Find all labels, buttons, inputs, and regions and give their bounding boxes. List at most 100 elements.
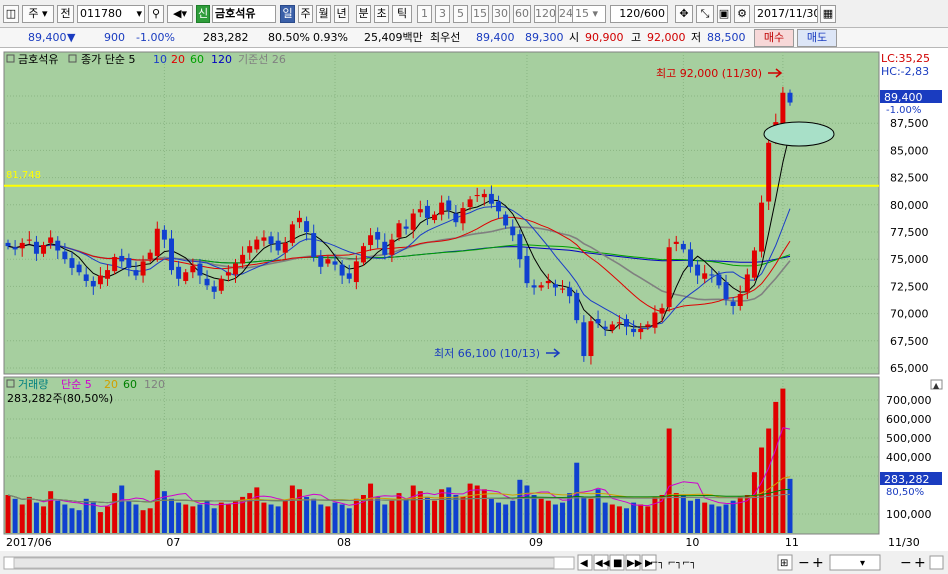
interval-120[interactable]: 120 xyxy=(534,5,556,23)
candle-body xyxy=(325,259,331,264)
volume-bar xyxy=(624,508,629,533)
volume-bar xyxy=(616,506,622,533)
buy-button[interactable]: 매수 xyxy=(754,29,794,47)
search-icon[interactable]: ⚲ xyxy=(148,5,164,23)
volume-bar xyxy=(460,496,466,533)
sell-button[interactable]: 매도 xyxy=(797,29,837,47)
high-label: 고 xyxy=(631,31,642,44)
candle-body xyxy=(695,264,701,276)
volume-bar xyxy=(673,493,679,533)
price-tick-label: 67,500 xyxy=(890,335,929,348)
volume-bar xyxy=(62,504,68,533)
volume-bar xyxy=(254,487,260,533)
interval-60[interactable]: 60 xyxy=(513,5,531,23)
candle-body xyxy=(524,255,530,284)
tab-day[interactable]: 일 xyxy=(280,5,295,23)
candle-body xyxy=(709,274,715,276)
volume-bar xyxy=(424,496,430,533)
volume-bar xyxy=(147,508,153,533)
scroll-start-button[interactable] xyxy=(577,554,593,571)
candle-body xyxy=(588,321,594,357)
candle-body xyxy=(282,242,288,253)
volume-bar xyxy=(666,428,672,533)
interval-30[interactable]: 30 xyxy=(492,5,510,23)
x-tick-label: 08 xyxy=(337,536,351,549)
stock-name-field[interactable]: 금호석유 xyxy=(212,5,276,23)
current-volume-tag xyxy=(880,472,942,485)
volume-bar xyxy=(588,498,594,533)
scroll-forward-button[interactable] xyxy=(625,554,641,571)
panel-collapse-icon[interactable] xyxy=(930,379,943,390)
range-bracket-icon: ⌐┐ ⌐┐⌐┐ xyxy=(650,558,696,569)
zoom-tool-button[interactable] xyxy=(777,554,793,571)
volume-bar xyxy=(716,506,722,533)
price-tick-label: 65,000 xyxy=(890,362,929,375)
interval-input[interactable]: 15 ▾ xyxy=(572,5,606,23)
prev-button[interactable]: 전 xyxy=(57,5,74,23)
gear-icon[interactable]: ⚙ xyxy=(734,5,750,23)
interval-1[interactable]: 1 xyxy=(417,5,432,23)
candle-body xyxy=(467,199,473,207)
tab-week[interactable]: 주 xyxy=(298,5,313,23)
x-tick-label: 10 xyxy=(685,536,699,549)
candle-body xyxy=(744,274,750,292)
candle-body xyxy=(339,264,345,276)
zoom-in-icon[interactable]: + xyxy=(914,555,926,571)
volume-bar xyxy=(154,470,160,533)
volume-bar xyxy=(531,495,537,533)
interval-5[interactable]: 5 xyxy=(453,5,468,23)
tab-minute[interactable]: 분 xyxy=(356,5,371,23)
candle-body xyxy=(126,258,132,268)
stock-code-input[interactable]: 011780 ▾ xyxy=(77,5,145,23)
volume-tick-label: 600,000 xyxy=(886,413,932,426)
tab-second[interactable]: 초 xyxy=(374,5,389,23)
volume-bar xyxy=(560,502,565,533)
highlight-ellipse[interactable] xyxy=(763,121,835,147)
candle-body xyxy=(133,270,139,276)
candle-body xyxy=(567,287,573,297)
draw-icon[interactable]: ⤡ xyxy=(696,5,714,23)
tab-year[interactable]: 년 xyxy=(334,5,349,23)
count-input[interactable]: 120/600 xyxy=(610,5,668,23)
price-tick-label: 77,500 xyxy=(890,226,929,239)
candle-body xyxy=(481,193,487,198)
credit-tag[interactable]: 신 xyxy=(196,5,210,23)
x-axis: 2017/06 07 08 09 10 11 xyxy=(6,536,799,549)
stock-chart[interactable]: 81,748 최고 92,000 (11/30) 최저 66,100 (10/1… xyxy=(0,48,948,574)
save-icon[interactable]: ▣ xyxy=(717,5,731,23)
candle-body xyxy=(545,280,551,284)
stop-button[interactable] xyxy=(609,554,625,571)
volume-tick-label: 400,000 xyxy=(886,451,932,464)
calendar-icon[interactable]: ▦ xyxy=(820,5,836,23)
volume-bar xyxy=(567,493,573,533)
candle-body xyxy=(183,272,189,281)
interval-15[interactable]: 15 xyxy=(471,5,489,23)
scroll-end-button[interactable] xyxy=(641,554,657,571)
candle-body xyxy=(560,288,565,290)
chart-menu-icon[interactable]: ◫ xyxy=(3,5,19,23)
crosshair-icon[interactable]: ✥ xyxy=(675,5,693,23)
zoom-out-icon[interactable]: − xyxy=(900,555,912,571)
chart-settings-button[interactable] xyxy=(929,555,944,570)
date-input[interactable]: 2017/11/30 xyxy=(754,5,818,23)
legend-box-icon xyxy=(6,54,15,63)
expand-icon[interactable]: + xyxy=(812,555,824,571)
scrollbar-thumb[interactable] xyxy=(13,557,555,569)
candle-body xyxy=(12,247,18,250)
speaker-icon[interactable]: ◀▾ xyxy=(167,5,193,23)
tab-month[interactable]: 월 xyxy=(316,5,331,23)
scroll-back-button[interactable] xyxy=(593,554,609,571)
tab-tick[interactable]: 틱 xyxy=(392,5,412,23)
candle-body xyxy=(5,242,11,247)
interval-3[interactable]: 3 xyxy=(435,5,450,23)
volume-bar xyxy=(140,510,146,533)
market-select[interactable]: 주 ▾ xyxy=(22,5,54,23)
candle-body xyxy=(666,247,672,308)
volume-bar xyxy=(737,496,743,533)
volume-bar xyxy=(346,508,352,533)
shrink-icon[interactable]: − xyxy=(798,555,810,571)
candle-body xyxy=(652,312,658,328)
x-tick-label: 11 xyxy=(785,536,799,549)
volume-bar xyxy=(638,504,644,533)
display-mode-select[interactable] xyxy=(829,554,881,571)
